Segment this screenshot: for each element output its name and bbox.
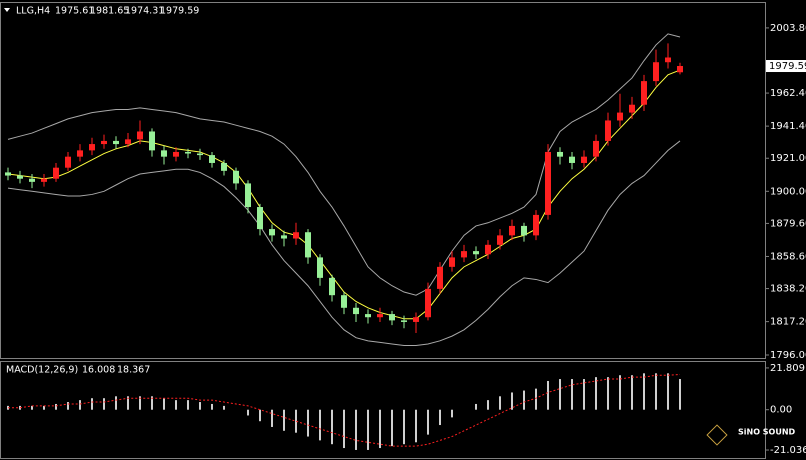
y-tick-label: 1900.00 [770, 186, 806, 197]
candle-body [353, 307, 359, 315]
candle-body [677, 66, 683, 73]
candle-body [629, 104, 635, 113]
candle-body [641, 81, 647, 105]
candle-body [665, 57, 671, 63]
candle-body [569, 156, 575, 163]
high-value: 1981.65 [90, 6, 129, 17]
signal-line [8, 374, 681, 447]
candle-body [233, 170, 239, 184]
candle-body [365, 314, 371, 318]
y-tick-label: -21.036 [770, 445, 806, 456]
price-label-box [766, 60, 806, 73]
candle-body [425, 288, 431, 318]
candle-body [17, 175, 23, 179]
watermark: SiNO SOUND [738, 428, 796, 437]
candle-body [593, 140, 599, 157]
menu-icon[interactable] [4, 8, 10, 12]
candle-body [221, 162, 227, 171]
candle-body [461, 251, 467, 258]
candle-body [449, 257, 455, 267]
symbol-title: LLG,H4 [16, 6, 50, 17]
candle-body [245, 183, 251, 208]
candle-body [89, 144, 95, 151]
candle-body [269, 229, 275, 236]
candle-body [185, 151, 191, 154]
y-tick-label: 1921.00 [770, 153, 806, 164]
candle-body [497, 235, 503, 245]
y-tick-label: 21.809 [770, 363, 805, 374]
y-tick-label: 1817.20 [770, 317, 806, 328]
candle-body [77, 150, 83, 157]
low-value: 1974.31 [125, 6, 164, 17]
y-tick-label: 1962.40 [770, 88, 806, 99]
candle-body [389, 314, 395, 321]
macd-title: MACD(12,26,9) [6, 365, 78, 376]
candle-body [617, 112, 623, 121]
candle-body [341, 295, 347, 308]
candle-body [149, 131, 155, 151]
candle-body [557, 151, 563, 157]
overlay-line [7, 33, 681, 296]
candle-body [137, 131, 143, 140]
candle-body [485, 244, 491, 255]
y-tick-label: 1941.40 [770, 121, 806, 132]
signal-value: 18.367 [117, 365, 150, 376]
macd-pane [0, 361, 766, 459]
y-tick-label: 1879.60 [770, 218, 806, 229]
y-tick-label: 1838.20 [770, 284, 806, 295]
y-tick-label: 2003.80 [770, 23, 806, 34]
candle-body [29, 178, 35, 182]
candle-body [173, 151, 179, 157]
candle-body [653, 62, 659, 82]
current-price-label: 1979.59 [769, 61, 806, 72]
candle-body [317, 257, 323, 278]
candle-body [437, 266, 443, 289]
candle-body [41, 178, 47, 182]
y-tick-label: 1796.00 [770, 350, 806, 361]
candle-body [125, 139, 131, 145]
candle-body [605, 120, 611, 141]
candle-body [257, 207, 263, 230]
candle-body [65, 156, 71, 168]
y-tick-label: 1858.60 [770, 251, 806, 262]
macd-value: 16.008 [82, 365, 115, 376]
candle-body [209, 155, 215, 163]
overlay-line [7, 140, 681, 347]
candle-body [329, 277, 335, 296]
candle-body [293, 232, 299, 239]
candle-body [413, 317, 419, 322]
candle-body [401, 320, 407, 322]
y-tick-label: 0.00 [770, 405, 792, 416]
candle-body [509, 225, 515, 236]
candle-body [521, 225, 527, 236]
candle-body [545, 151, 551, 215]
overlay-line [7, 69, 681, 320]
candle-body [101, 140, 107, 145]
logo-icon [706, 424, 728, 446]
candle-body [533, 214, 539, 236]
candle-body [113, 140, 119, 145]
candle-body [581, 156, 587, 163]
candle-body [473, 251, 479, 255]
open-value: 1975.61 [55, 6, 94, 17]
candle-body [305, 232, 311, 258]
close-value: 1979.59 [160, 6, 199, 17]
candle-body [5, 172, 11, 176]
main-pane [0, 2, 766, 359]
candle-body [281, 235, 287, 239]
candle-body [197, 153, 203, 156]
candle-body [53, 167, 59, 179]
candle-body [377, 314, 383, 318]
candle-body [161, 150, 167, 157]
